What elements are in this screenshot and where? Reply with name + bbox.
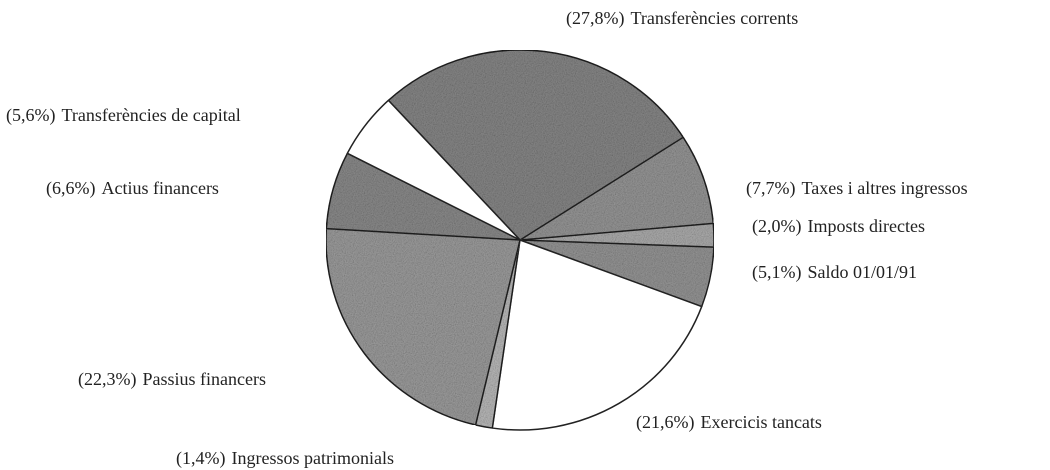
slice xyxy=(325,227,521,426)
slice xyxy=(387,49,685,241)
slice-category-label: Actius financers xyxy=(101,178,218,198)
slice-category-label: Taxes i altres ingressos xyxy=(801,178,967,198)
slice-category-label: Exercicis tancats xyxy=(700,412,821,432)
slice xyxy=(491,238,703,431)
slice-label: (5,1%) Saldo 01/01/91 xyxy=(752,262,917,283)
slice xyxy=(519,136,715,241)
slice-value-label: (7,7%) xyxy=(746,178,795,199)
slice-value-label: (22,3%) xyxy=(78,369,136,390)
slice-label: (21,6%) Exercicis tancats xyxy=(636,412,822,433)
slice-label: (22,3%) Passius financers xyxy=(78,369,266,390)
slice-category-label: Imposts directes xyxy=(807,216,924,236)
slice-label: (6,6%) Actius financers xyxy=(46,178,219,199)
slice-value-label: (27,8%) xyxy=(566,8,624,29)
slice xyxy=(346,99,521,241)
slice-label: (5,6%) Transferències de capital xyxy=(6,105,241,126)
slice-category-label: Saldo 01/01/91 xyxy=(807,262,917,282)
slice-label: (1,4%) Ingressos patrimonials xyxy=(176,448,394,469)
slice-category-label: Transferències de capital xyxy=(61,105,240,125)
slice-value-label: (5,6%) xyxy=(6,105,55,126)
slice-category-label: Ingressos patrimonials xyxy=(231,448,393,468)
slice-value-label: (21,6%) xyxy=(636,412,694,433)
pie xyxy=(325,49,715,431)
slice-label: (2,0%) Imposts directes xyxy=(752,216,925,237)
slice-value-label: (2,0%) xyxy=(752,216,801,237)
slice-category-label: Passius financers xyxy=(142,369,265,389)
slice-category-label: Transferències corrents xyxy=(630,8,798,28)
slice-value-label: (1,4%) xyxy=(176,448,225,469)
slice-value-label: (6,6%) xyxy=(46,178,95,199)
slice-label: (7,7%) Taxes i altres ingressos xyxy=(746,178,968,199)
labels: (27,8%) Transferències corrents (7,7%) Taxe… xyxy=(6,8,968,469)
slice-value-label: (5,1%) xyxy=(752,262,801,283)
slice-label: (27,8%) Transferències corrents xyxy=(566,8,798,29)
